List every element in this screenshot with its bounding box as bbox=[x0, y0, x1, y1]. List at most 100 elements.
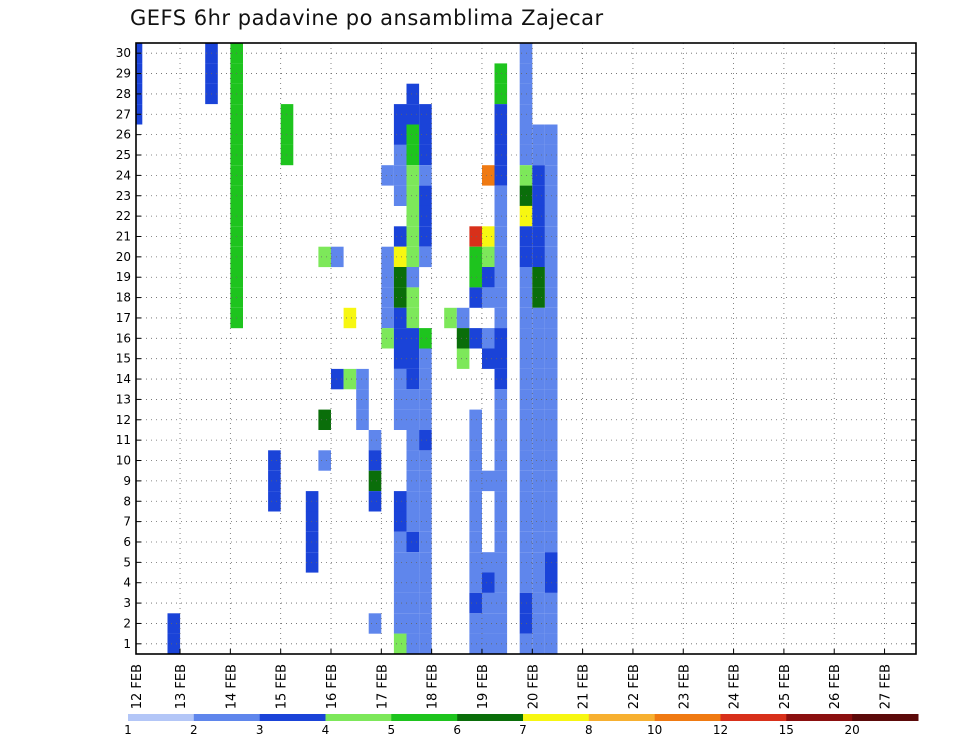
colorbar-segment bbox=[654, 714, 721, 721]
colorbar-label: 12 bbox=[713, 723, 728, 737]
precip-cell bbox=[456, 328, 470, 349]
precip-cell bbox=[406, 511, 420, 532]
precip-cell bbox=[368, 450, 382, 471]
y-tick-label: 16 bbox=[116, 331, 131, 345]
precip-cell bbox=[393, 572, 407, 593]
precip-cell bbox=[494, 430, 508, 451]
gridlines bbox=[136, 43, 916, 654]
precip-cell bbox=[532, 592, 545, 614]
precip-cell bbox=[318, 409, 331, 430]
precip-cell bbox=[419, 389, 432, 410]
precip-cell bbox=[381, 267, 394, 288]
y-tick-label: 30 bbox=[116, 46, 131, 60]
precip-cell bbox=[381, 287, 394, 308]
precip-cell bbox=[532, 430, 545, 451]
precip-cell bbox=[368, 430, 382, 451]
colorbar-segment bbox=[391, 714, 458, 721]
precip-cell bbox=[406, 613, 420, 634]
y-tick-label: 7 bbox=[123, 515, 131, 529]
x-tick-label: 12 FEB bbox=[130, 664, 145, 709]
colorbar-segment bbox=[457, 714, 524, 721]
precip-cell bbox=[532, 389, 545, 410]
precip-cell bbox=[393, 389, 407, 410]
precip-cell bbox=[393, 511, 407, 532]
precip-cell bbox=[406, 267, 420, 288]
colorbar-label: 8 bbox=[585, 723, 593, 737]
precip-cell bbox=[482, 633, 495, 654]
precip-cell bbox=[532, 409, 545, 430]
x-tick-label: 24 FEB bbox=[728, 664, 743, 709]
y-tick-label: 21 bbox=[116, 229, 131, 243]
precip-cell bbox=[532, 328, 545, 349]
precip-cell bbox=[419, 144, 432, 166]
precip-cell bbox=[419, 430, 432, 451]
precip-cell bbox=[482, 348, 495, 369]
precip-cell bbox=[393, 226, 407, 247]
precip-cell bbox=[469, 491, 482, 512]
precip-cell bbox=[469, 430, 482, 451]
precip-cell bbox=[368, 491, 382, 512]
precip-cell bbox=[381, 246, 394, 268]
precip-cell bbox=[482, 552, 495, 573]
x-tick-label: 22 FEB bbox=[627, 664, 642, 709]
colorbar: 1 2 3 4 5 6 7 8 10 12 15 20 bbox=[124, 714, 919, 737]
precip-cell bbox=[419, 205, 432, 227]
precip-cell bbox=[305, 511, 319, 532]
colorbar-label: 4 bbox=[322, 723, 330, 737]
precip-cell bbox=[167, 613, 181, 634]
precip-cell bbox=[494, 267, 508, 288]
precip-cell bbox=[393, 124, 407, 145]
precip-cell bbox=[393, 307, 407, 329]
precip-cell bbox=[268, 470, 281, 492]
precip-cell bbox=[381, 165, 394, 186]
x-tick-label: 15 FEB bbox=[275, 664, 290, 709]
precip-cell bbox=[393, 144, 407, 166]
y-tick-label: 12 bbox=[116, 413, 131, 427]
precip-cell bbox=[532, 633, 545, 654]
colorbar-segment bbox=[523, 714, 590, 721]
precip-cell bbox=[494, 552, 508, 573]
precip-cell bbox=[419, 409, 432, 430]
precip-cell bbox=[406, 205, 420, 227]
precip-cell bbox=[494, 450, 508, 471]
y-tick-label: 27 bbox=[116, 107, 131, 121]
colorbar-label: 15 bbox=[779, 723, 794, 737]
y-tick-label: 17 bbox=[116, 311, 131, 325]
precip-cell bbox=[381, 328, 394, 349]
precip-cell bbox=[494, 104, 508, 125]
precip-cell bbox=[343, 368, 357, 390]
y-tick-label: 26 bbox=[116, 128, 131, 142]
y-tick-label: 14 bbox=[116, 372, 131, 386]
precip-cell bbox=[419, 450, 432, 471]
precip-cell bbox=[419, 348, 432, 369]
y-axis: 1234567891011121314151617181920212223242… bbox=[116, 46, 916, 651]
y-tick-label: 4 bbox=[123, 576, 131, 590]
precip-cell bbox=[406, 470, 420, 492]
precip-cell bbox=[406, 552, 420, 573]
precip-cell bbox=[494, 572, 508, 593]
precip-cell bbox=[469, 287, 482, 308]
precip-cell bbox=[419, 246, 432, 268]
precip-cell bbox=[532, 185, 545, 206]
y-tick-label: 8 bbox=[123, 494, 131, 508]
precip-cell bbox=[469, 531, 482, 553]
precip-cell bbox=[469, 613, 482, 634]
precip-cell bbox=[494, 633, 508, 654]
colorbar-segment bbox=[720, 714, 787, 721]
y-tick-label: 29 bbox=[116, 67, 131, 81]
precip-cell bbox=[482, 165, 495, 186]
precip-cell bbox=[482, 267, 495, 288]
precip-cell bbox=[494, 124, 508, 145]
precip-cell bbox=[419, 552, 432, 573]
precip-cell bbox=[482, 470, 495, 492]
precip-cell bbox=[406, 246, 420, 268]
precip-cell bbox=[469, 470, 482, 492]
precip-cell bbox=[532, 287, 545, 308]
colorbar-segment bbox=[588, 714, 656, 721]
colorbar-label: 5 bbox=[387, 723, 395, 737]
precip-cell bbox=[419, 633, 432, 654]
colorbar-segment bbox=[325, 714, 392, 721]
y-tick-label: 11 bbox=[116, 433, 131, 447]
precip-cell bbox=[406, 307, 420, 329]
